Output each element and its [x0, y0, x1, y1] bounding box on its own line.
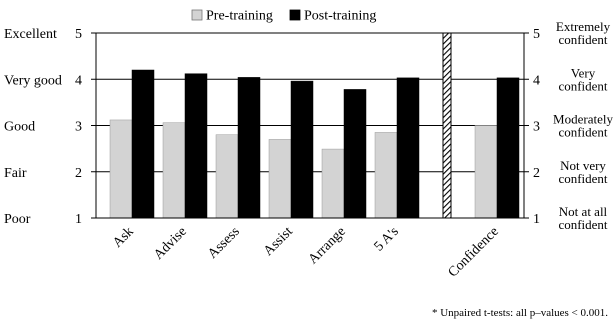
- tick-label-left: 1: [75, 212, 82, 227]
- rating-label-left: Fair: [4, 166, 27, 181]
- legend-swatch-pre: [191, 9, 203, 21]
- confidence-label-right: confident: [558, 125, 607, 140]
- rating-label-left: Poor: [4, 212, 31, 227]
- tick-label-right: 1: [533, 212, 540, 227]
- bar-post-confidence: [496, 77, 520, 219]
- category-label: Ask: [110, 224, 137, 251]
- tick-label-right: 5: [533, 27, 540, 42]
- bar-pre-advise: [162, 122, 186, 219]
- confidence-label-right: Not very: [560, 158, 606, 173]
- bar-pre-ask: [109, 119, 133, 219]
- rating-label-left: Very good: [4, 73, 62, 88]
- bar-post-arrange: [343, 89, 367, 219]
- legend-swatch-post: [289, 9, 301, 21]
- bar-post-assist: [290, 80, 314, 219]
- tick-label-left: 3: [75, 120, 82, 135]
- confidence-label-right: confident: [558, 217, 607, 232]
- bar-pre-assess: [215, 134, 239, 219]
- confidence-label-right: confident: [558, 32, 607, 47]
- category-label: Advise: [151, 224, 190, 263]
- confidence-label-right: confident: [558, 171, 607, 186]
- bars: [109, 69, 520, 219]
- bar-post-advise: [184, 73, 208, 219]
- separator-hatched-bar: [442, 32, 452, 219]
- bar-post-assess: [237, 77, 261, 219]
- footnote: * Unpaired t-tests: all p–values < 0.001…: [432, 307, 608, 319]
- category-label: Assist: [261, 224, 296, 259]
- legend-label: Pre-training: [206, 9, 273, 24]
- bar-pre-5-a-s: [374, 132, 398, 219]
- confidence-label-right: Not at all: [559, 204, 608, 219]
- bar-post-ask: [131, 69, 155, 219]
- bar-pre-assist: [268, 139, 292, 219]
- confidence-label-right: Very: [571, 65, 596, 80]
- confidence-label-right: Moderately: [553, 112, 613, 127]
- tick-label-left: 2: [75, 166, 82, 181]
- rating-label-left: Excellent: [4, 27, 57, 42]
- tick-label-right: 2: [533, 166, 540, 181]
- legend-label: Post-training: [304, 9, 376, 24]
- confidence-label-right: Extremely: [556, 19, 611, 34]
- bar-pre-confidence: [474, 125, 498, 219]
- bar-post-5-a-s: [396, 77, 420, 219]
- tick-label-right: 3: [533, 120, 540, 135]
- category-label: Confidence: [446, 224, 502, 280]
- axes: [91, 32, 529, 219]
- category-label: 5 A's: [372, 224, 402, 254]
- bar-pre-arrange: [321, 148, 345, 219]
- category-label: Assess: [205, 224, 243, 262]
- confidence-label-right: confident: [558, 78, 607, 93]
- tick-label-left: 4: [75, 73, 82, 88]
- tick-label-right: 4: [533, 73, 540, 88]
- legend: Pre-training Post-training: [191, 9, 376, 24]
- rating-label-left: Good: [4, 120, 35, 135]
- tick-label-left: 5: [75, 27, 82, 42]
- category-label: Arrange: [306, 224, 349, 267]
